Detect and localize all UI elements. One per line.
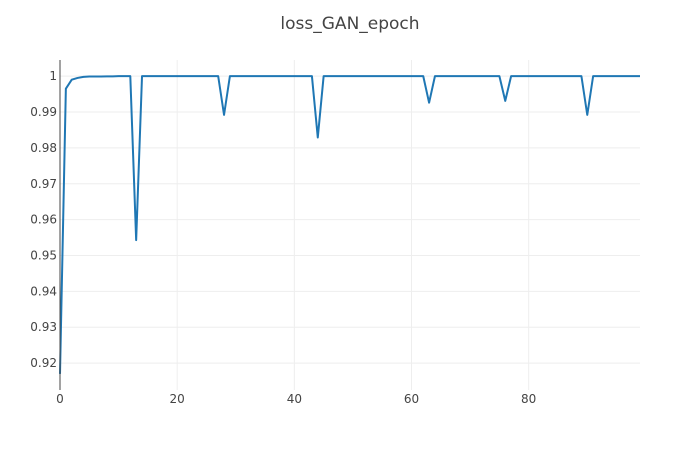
y-tick-label: 0.98 (30, 141, 57, 155)
y-tick-label: 0.93 (30, 320, 57, 334)
y-tick-label: 0.99 (30, 105, 57, 119)
chart-title: loss_GAN_epoch (280, 14, 419, 34)
y-tick-label: 0.97 (30, 177, 57, 191)
series-line (59, 75, 640, 374)
x-tick-label: 20 (170, 392, 185, 406)
x-tick-label: 60 (404, 392, 419, 406)
y-gridlines (60, 75, 640, 364)
x-tick-label: 0 (56, 392, 64, 406)
y-tick-label: 1 (49, 69, 57, 83)
y-tick-label: 0.94 (30, 284, 57, 298)
y-tick-labels: 0.92 0.93 0.94 0.95 0.96 0.97 0.98 0.99 1 (30, 69, 57, 370)
x-tick-labels: 0 20 40 60 80 (56, 392, 536, 406)
y-tick-label: 0.96 (30, 213, 57, 227)
y-tick-label: 0.95 (30, 248, 57, 262)
y-tick-label: 0.92 (30, 356, 57, 370)
x-tick-label: 40 (287, 392, 302, 406)
series-layer (59, 75, 640, 374)
x-gridlines (59, 60, 530, 390)
x-tick-label: 80 (521, 392, 536, 406)
